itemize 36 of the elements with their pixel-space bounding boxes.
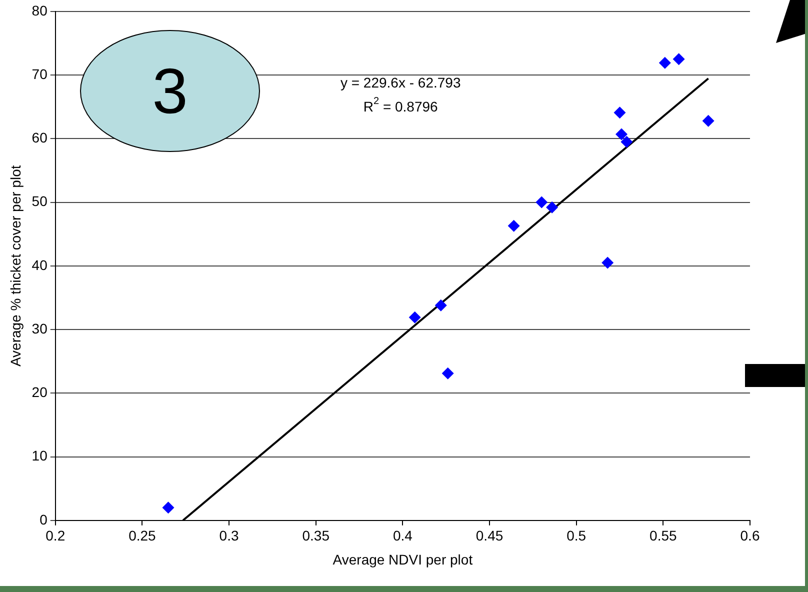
x-tick-label: 0.45 bbox=[476, 528, 504, 544]
point bbox=[434, 299, 447, 312]
x-tick-label: 0.5 bbox=[566, 528, 586, 544]
y-tick-label: 40 bbox=[32, 256, 48, 273]
x-tick-label: 0.25 bbox=[128, 528, 156, 544]
y-tick-label: 10 bbox=[32, 448, 48, 464]
y-tick-label: 60 bbox=[32, 130, 48, 146]
x-tick-label: 0.2 bbox=[46, 528, 66, 544]
point bbox=[620, 136, 633, 148]
x-tick-label: 0.3 bbox=[219, 528, 239, 544]
y-tick-label: 80 bbox=[32, 2, 48, 18]
y-tick-label: 30 bbox=[32, 320, 48, 336]
x-tick-label: 0.4 bbox=[392, 528, 413, 544]
point bbox=[602, 256, 614, 269]
point bbox=[614, 106, 626, 119]
y-axis-title: Average % thicket cover per plot bbox=[7, 165, 24, 367]
annotation: y = 229.6x - 62.793 bbox=[340, 74, 461, 90]
point bbox=[546, 201, 558, 214]
x-tick-label: 0.6 bbox=[740, 528, 760, 544]
ellipse-badge: 3 bbox=[80, 30, 260, 152]
x-tick-label: 0.35 bbox=[302, 528, 330, 544]
point bbox=[615, 128, 628, 140]
y-tick-label: 0 bbox=[40, 511, 48, 528]
y-tick-label: 20 bbox=[32, 384, 48, 400]
x-tick-label: 0.55 bbox=[650, 528, 678, 544]
point bbox=[658, 56, 671, 69]
point bbox=[702, 114, 714, 127]
point bbox=[162, 502, 174, 514]
point bbox=[508, 220, 520, 232]
point bbox=[408, 311, 421, 324]
point bbox=[672, 53, 685, 66]
x-axis-title: Average NDVI per plot bbox=[332, 551, 473, 568]
y-tick-label: 70 bbox=[32, 66, 48, 82]
y-tick-label: 50 bbox=[32, 193, 48, 210]
point bbox=[442, 367, 454, 380]
point bbox=[536, 196, 548, 208]
